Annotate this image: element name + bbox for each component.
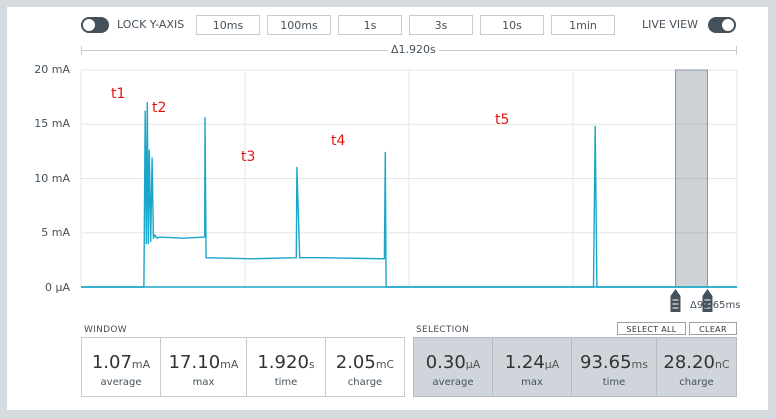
current-trace: [81, 101, 737, 288]
time-button-10s[interactable]: 10s: [480, 15, 544, 35]
window-stat-time: 1.920s time: [246, 337, 326, 397]
live-view-label: LIVE VIEW: [642, 18, 698, 31]
y-tick-label: 10 mA: [34, 172, 70, 185]
selection-charge-caption: charge: [679, 377, 714, 388]
marker-t3: t3: [241, 149, 256, 165]
time-button-1min[interactable]: 1min: [551, 15, 615, 35]
lock-y-axis-label: LOCK Y-AXIS: [117, 18, 185, 31]
delta-bar-right-cap: [736, 46, 737, 55]
window-time-caption: time: [274, 377, 298, 388]
window-title: WINDOW: [84, 325, 127, 335]
selection-handle-right[interactable]: [702, 289, 713, 312]
window-stat-charge: 2.05mC charge: [325, 337, 405, 397]
selection-time-value: 93.65ms: [580, 352, 648, 373]
time-button-10ms[interactable]: 10ms: [196, 15, 260, 35]
selection-time-caption: time: [602, 377, 626, 388]
window-stat-max: 17.10mA max: [160, 337, 247, 397]
selection-max-value: 1.24μA: [504, 352, 560, 373]
selection-title: SELECTION: [416, 325, 470, 335]
selection-stat-time: 93.65ms time: [571, 337, 657, 397]
live-view-toggle[interactable]: [708, 17, 736, 33]
y-tick-label: 0 μA: [44, 281, 70, 294]
select-all-button[interactable]: SELECT ALL: [617, 322, 686, 335]
delta-time-label: Δ1.920s: [388, 43, 439, 56]
selection-average-value: 0.30μA: [425, 352, 481, 373]
time-button-100ms[interactable]: 100ms: [267, 15, 331, 35]
lock-y-axis-toggle[interactable]: [81, 17, 109, 33]
marker-t1: t1: [111, 86, 126, 102]
selection-average-caption: average: [432, 377, 474, 388]
selection-handles[interactable]: [670, 289, 713, 312]
delta-bar-left-cap: [81, 46, 82, 55]
marker-t5: t5: [495, 112, 510, 128]
time-button-1s[interactable]: 1s: [338, 15, 402, 35]
window-charge-value: 2.05mC: [335, 352, 395, 373]
selection-max-caption: max: [521, 377, 543, 388]
window-time-value: 1.920s: [257, 352, 315, 373]
y-tick-label: 15 mA: [34, 117, 70, 130]
selection-charge-value: 28.20nC: [663, 352, 730, 373]
window-charge-caption: charge: [347, 377, 383, 388]
y-tick-label: 5 mA: [41, 226, 70, 239]
window-max-caption: max: [192, 377, 215, 388]
selection-stat-charge: 28.20nC charge: [656, 337, 737, 397]
clear-button[interactable]: CLEAR: [689, 322, 737, 335]
window-max-value: 17.10mA: [168, 352, 239, 373]
selection-delta-label: Δ93.65ms: [690, 300, 741, 311]
window-average-value: 1.07mA: [91, 352, 151, 373]
window-stat-average: 1.07mA average: [81, 337, 161, 397]
marker-t4: t4: [331, 133, 346, 149]
selection-stat-max: 1.24μA max: [492, 337, 572, 397]
selection-handle-left[interactable]: [670, 289, 681, 312]
plot-grid: [80, 69, 738, 288]
selection-region[interactable]: [675, 69, 708, 288]
selection-stat-average: 0.30μA average: [413, 337, 493, 397]
y-tick-label: 20 mA: [34, 63, 70, 76]
window-average-caption: average: [100, 377, 142, 388]
time-button-3s[interactable]: 3s: [409, 15, 473, 35]
marker-t2: t2: [152, 100, 167, 116]
